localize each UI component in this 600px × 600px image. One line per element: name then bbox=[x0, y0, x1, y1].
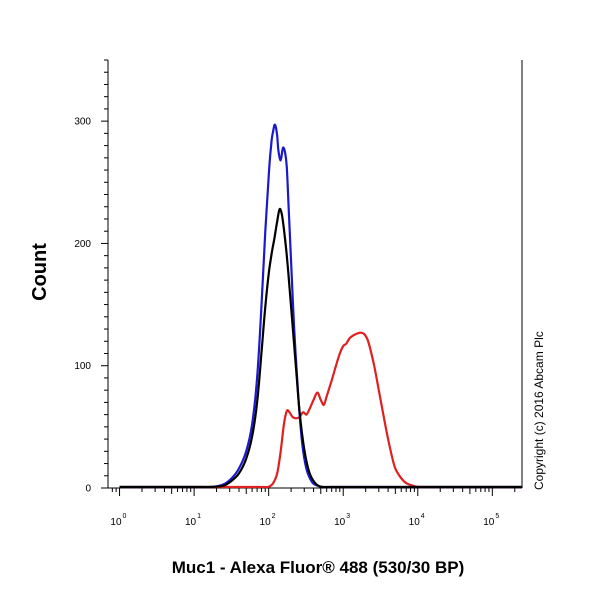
y-tick-label: 200 bbox=[74, 239, 91, 250]
series-line-black bbox=[119, 207, 523, 489]
x-tick-exponent: 5 bbox=[495, 513, 499, 520]
x-tick-label: 10 bbox=[409, 517, 421, 528]
y-tick-label: 100 bbox=[74, 361, 91, 372]
x-tick-exponent: 2 bbox=[272, 513, 276, 520]
x-tick-label: 10 bbox=[334, 517, 346, 528]
x-axis-label: Muc1 - Alexa Fluor® 488 (530/30 BP) bbox=[172, 558, 465, 577]
y-axis-label: Count bbox=[29, 243, 51, 301]
plot-frame bbox=[107, 60, 523, 489]
histogram-series bbox=[119, 123, 523, 489]
copyright-notice: Copyright (c) 2016 Abcam Plc bbox=[532, 331, 546, 490]
x-tick-exponent: 0 bbox=[123, 513, 127, 520]
x-tick-label: 10 bbox=[483, 517, 495, 528]
series-line-blue bbox=[119, 123, 523, 489]
y-tick-label: 300 bbox=[74, 117, 91, 128]
y-axis: 0 100 200 300 bbox=[74, 59, 108, 495]
x-tick-exponent: 3 bbox=[346, 513, 350, 520]
x-tick-label: 10 bbox=[260, 517, 272, 528]
series-line-red bbox=[119, 331, 523, 489]
x-tick-exponent: 1 bbox=[197, 513, 201, 520]
x-tick-exponent: 4 bbox=[421, 513, 425, 520]
y-tick-label: 0 bbox=[85, 484, 91, 495]
x-tick-label: 10 bbox=[185, 517, 197, 528]
x-tick-label: 10 bbox=[110, 517, 122, 528]
